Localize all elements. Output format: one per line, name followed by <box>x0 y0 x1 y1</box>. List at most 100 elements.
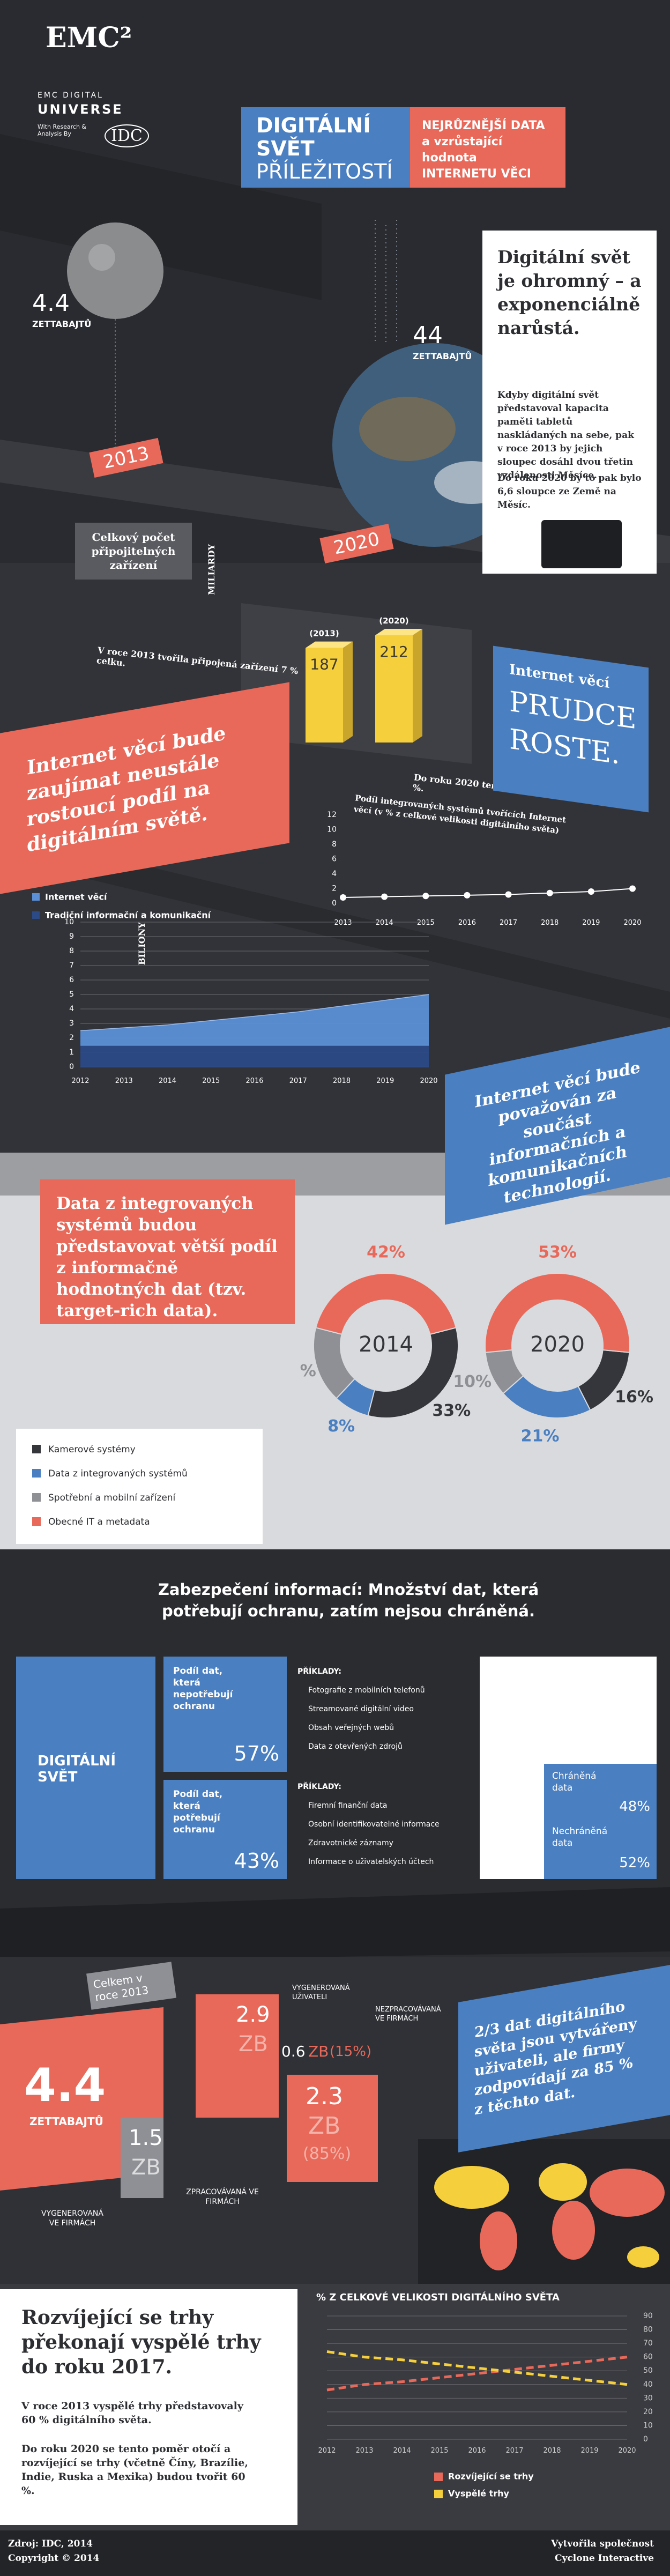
y-tick-label: 50 <box>643 2366 653 2375</box>
moon <box>67 222 163 319</box>
total-unit: ZETTABAJTŮ <box>29 2115 103 2128</box>
x-tick-label: 2017 <box>505 2447 523 2455</box>
examples-label: PŘÍKLADY: <box>297 1783 341 1791</box>
legend-label: Vyspělé trhy <box>448 2489 509 2499</box>
x-tick-label: 2017 <box>500 919 517 927</box>
markets-text: V roce 2013 vyspělé trhy představovaly 6… <box>21 2400 243 2426</box>
y-tick-label: 0 <box>332 899 337 908</box>
y-tick-label: 9 <box>69 932 74 941</box>
x-tick-label: 2014 <box>393 2447 411 2455</box>
x-tick-label: (2020) <box>379 616 408 626</box>
donut-year: 2014 <box>359 1332 413 1357</box>
y-tick-label: 60 <box>643 2353 653 2362</box>
x-tick-label: 2015 <box>202 1077 220 1085</box>
y-tick-label: 6 <box>69 976 74 984</box>
managed-value: 2.3 <box>306 2083 343 2110</box>
map-continent <box>434 2166 509 2209</box>
info-box: Digitální svět je ohromný – a exponenciá… <box>482 231 657 574</box>
x-tick-label: 2018 <box>543 2447 561 2455</box>
share-box: Podíl dat, která potřebují ochranu 43% <box>163 1780 287 1879</box>
bar <box>306 648 343 743</box>
legend-swatch <box>32 893 40 901</box>
managed-box <box>287 2075 378 2182</box>
x-tick-label: 2013 <box>355 2447 373 2455</box>
bar-side <box>343 641 353 743</box>
info-text: Do roku 2020 by to pak bylo 6,6 sloupce … <box>497 473 642 510</box>
protected-bar <box>544 1764 657 1879</box>
x-tick-label: 2016 <box>245 1077 263 1085</box>
subtitle: NEJRŮZNĚJŠÍ DATA a vzrůstající hodnota I… <box>422 119 545 181</box>
bar-value: 187 <box>310 656 338 673</box>
y-tick-label: 8 <box>332 840 337 849</box>
y-axis-label: MILIARDY <box>206 544 217 595</box>
x-tick-label: 2018 <box>333 1077 351 1085</box>
unmanaged-share: (15%) <box>330 2044 372 2060</box>
marker <box>381 893 388 900</box>
y-tick-label: 2 <box>69 1034 74 1042</box>
chart-title: % Z CELKOVÉ VELIKOSTI DIGITÁLNÍHO SVĚTA <box>316 2292 560 2303</box>
x-tick-label: 2017 <box>289 1077 307 1085</box>
total-value: 4.4 <box>24 2059 106 2112</box>
bar-top <box>306 641 353 648</box>
y-tick-label: 90 <box>643 2312 653 2320</box>
callout-box: Internet věcí PRUDCE ROSTE. <box>493 645 649 813</box>
callout-text: 2/3 dat digitálního světa jsou vytvářeny… <box>474 1998 637 2119</box>
footer-credit: Cyclone Interactive <box>555 2553 654 2564</box>
unmanaged-label: NEZPRACOVÁVANÁ VE FIRMÁCH <box>375 2006 441 2023</box>
unmanaged-value: 0.6 <box>281 2043 306 2060</box>
legend-swatch <box>32 1469 41 1478</box>
marker <box>629 885 636 892</box>
y-tick-label: 3 <box>69 1019 74 1028</box>
users-value: 2.9 <box>236 2002 270 2027</box>
managed-label: ZPRACOVÁVANÁ VE FIRMÁCH <box>186 2188 259 2206</box>
managed-share: (85%) <box>303 2144 352 2163</box>
line <box>343 888 633 898</box>
title-line: SVĚT <box>256 137 315 160</box>
value-label: 42% <box>367 1243 405 1262</box>
map-continent <box>539 2163 587 2201</box>
example: Firemní finanční data <box>308 1801 388 1810</box>
managed-unit: ZB <box>308 2112 341 2140</box>
legend-box <box>16 1429 263 1544</box>
x-tick-label: 2014 <box>159 1077 176 1085</box>
x-tick-label: (2013) <box>309 629 339 639</box>
bg-stripe <box>0 134 322 300</box>
legend-swatch <box>434 2490 443 2498</box>
share-box: Podíl dat, která nepotřebují ochranu 57% <box>163 1657 287 1772</box>
y-tick-label: 1 <box>69 1048 74 1057</box>
map-continent <box>552 2201 595 2260</box>
share-label: Podíl dat, která nepotřebují ochranu <box>173 1666 233 1712</box>
title-box: DIGITÁLNÍ SVĚT PŘÍLEŽITOSTÍ <box>241 107 410 188</box>
size-2013: 4.4 <box>32 289 70 317</box>
brand: UNIVERSE <box>38 102 123 117</box>
map-continent <box>590 2169 665 2217</box>
footer-source: Zdroj: IDC, 2014 <box>8 2538 93 2549</box>
info-heading: Digitální svět je ohromný – a exponenciá… <box>497 247 642 338</box>
marker <box>464 892 471 899</box>
users-unit: ZB <box>239 2032 268 2057</box>
chart: 33% 8% 17% 42% 2014 16% 21% 10% 53% 2020 <box>300 1243 653 1446</box>
users-box <box>196 1994 279 2118</box>
chart: 0 1 2 3 4 5 6 7 8 9 10 2012 2013 2014 2015 2016 2017 2018… <box>32 892 438 1085</box>
value-label: 17% <box>300 1362 316 1380</box>
x-tick-label: 2019 <box>582 919 600 927</box>
share-label: Chráněná data <box>552 1771 597 1793</box>
example: Fotografie z mobilních telefonů <box>308 1686 425 1695</box>
bar-value: 212 <box>379 643 408 660</box>
moon-crater <box>88 244 115 271</box>
unmanaged-unit: ZB <box>308 2043 329 2060</box>
enterprise-label: VYGENEROVANÁ VE FIRMÁCH <box>41 2209 103 2228</box>
callout-text: Data z integrovaných systémů budou předs… <box>56 1194 278 1320</box>
donut-year: 2020 <box>530 1332 585 1357</box>
research-partner: IDC <box>105 124 149 147</box>
map-continent <box>627 2246 659 2268</box>
value-label: 10% <box>453 1372 492 1391</box>
line <box>326 2356 628 2392</box>
legend-swatch <box>32 911 40 919</box>
legend-swatch <box>434 2473 443 2481</box>
subtitle-box: NEJRŮZNĚJŠÍ DATA a vzrůstající hodnota I… <box>410 107 565 188</box>
y-tick-label: 6 <box>332 855 337 864</box>
bg-stripe <box>0 831 670 1019</box>
enterprise-value: 1.5 <box>129 2126 163 2150</box>
footer-bg <box>0 2530 670 2576</box>
